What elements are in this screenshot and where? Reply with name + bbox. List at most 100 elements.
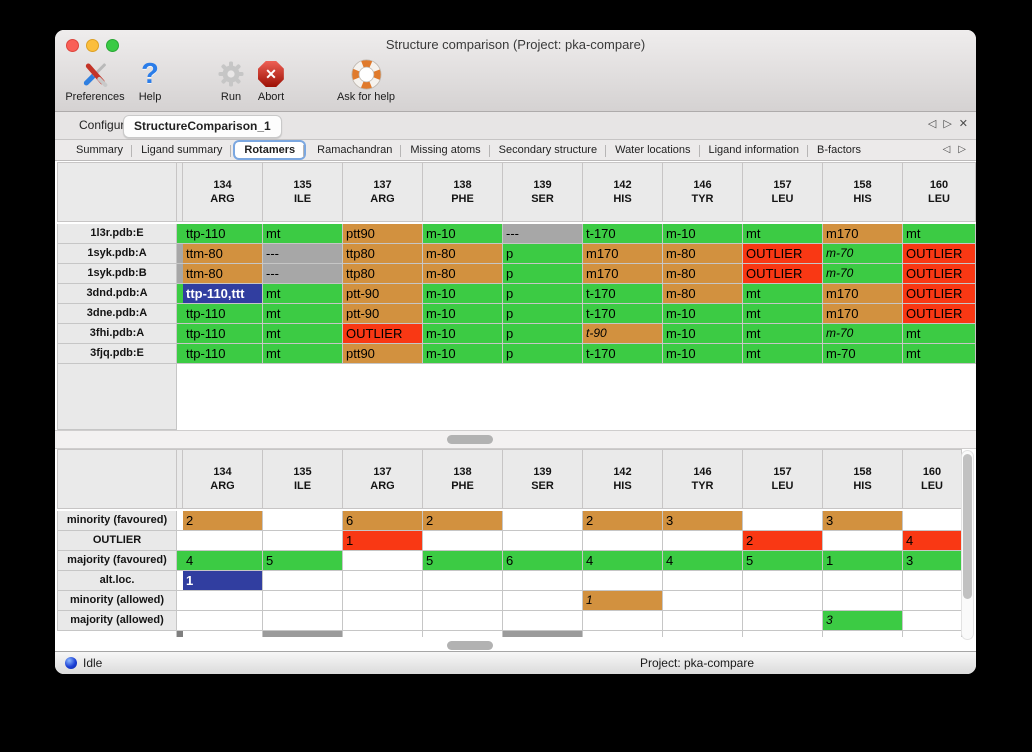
- preferences-button[interactable]: Preferences: [65, 58, 125, 103]
- table-cell[interactable]: p: [503, 244, 583, 264]
- table-cell[interactable]: 2: [183, 511, 263, 531]
- abort-button[interactable]: ✕ Abort: [258, 58, 284, 103]
- table-cell[interactable]: m-10: [423, 284, 503, 304]
- table-cell[interactable]: m-10: [663, 304, 743, 324]
- table-cell[interactable]: ptt-90: [343, 304, 423, 324]
- table-cell[interactable]: ---: [263, 264, 343, 284]
- splitter-handle[interactable]: [447, 435, 493, 444]
- table-cell[interactable]: 2: [583, 511, 663, 531]
- vertical-scrollbar-thumb[interactable]: [963, 454, 972, 599]
- table-cell[interactable]: m-80: [663, 284, 743, 304]
- table-cell[interactable]: [823, 531, 903, 551]
- table-cell[interactable]: t-90: [583, 324, 663, 344]
- table-cell[interactable]: mt: [743, 324, 823, 344]
- table-cell[interactable]: mt: [903, 344, 976, 364]
- table-cell[interactable]: [263, 531, 343, 551]
- table-cell[interactable]: [263, 611, 343, 631]
- table-cell[interactable]: 3: [823, 511, 903, 531]
- table-cell[interactable]: 3: [663, 511, 743, 531]
- table-cell[interactable]: m170: [823, 224, 903, 244]
- table-cell[interactable]: 1: [583, 591, 663, 611]
- table-cell[interactable]: ttp80: [343, 244, 423, 264]
- table-cell[interactable]: ttp-110: [183, 304, 263, 324]
- table-cell[interactable]: t-170: [583, 224, 663, 244]
- table-cell[interactable]: t-170: [583, 284, 663, 304]
- table-cell[interactable]: [663, 591, 743, 611]
- table-cell[interactable]: ttp-110: [183, 324, 263, 344]
- table-cell[interactable]: 1: [343, 531, 423, 551]
- table-cell[interactable]: m-10: [663, 344, 743, 364]
- table-cell[interactable]: [743, 511, 823, 531]
- table-cell[interactable]: 6: [503, 551, 583, 571]
- sub-tab-rotamers[interactable]: Rotamers: [235, 142, 305, 158]
- table-cell[interactable]: mt: [903, 324, 976, 344]
- table-cell[interactable]: p: [503, 344, 583, 364]
- table-cell[interactable]: [823, 591, 903, 611]
- table-cell[interactable]: mt: [263, 344, 343, 364]
- table-cell[interactable]: [503, 611, 583, 631]
- table-cell[interactable]: 5: [423, 551, 503, 571]
- table-cell[interactable]: [503, 531, 583, 551]
- table-cell[interactable]: p: [503, 264, 583, 284]
- zoom-window-button[interactable]: [106, 39, 119, 52]
- table-cell[interactable]: m-10: [663, 224, 743, 244]
- table-cell[interactable]: m-80: [663, 244, 743, 264]
- main-tab-configure[interactable]: Configure: [79, 118, 132, 132]
- table-cell[interactable]: [823, 571, 903, 591]
- run-button[interactable]: Run: [216, 58, 246, 103]
- table-cell[interactable]: ttp-110: [183, 224, 263, 244]
- table-cell[interactable]: 3: [903, 551, 962, 571]
- table-cell[interactable]: mt: [743, 304, 823, 324]
- table-cell[interactable]: [423, 611, 503, 631]
- table-cell[interactable]: [183, 531, 263, 551]
- table-cell[interactable]: mt: [263, 284, 343, 304]
- sub-tab-summary[interactable]: Summary: [67, 142, 133, 158]
- table-cell[interactable]: [423, 571, 503, 591]
- sub-tab-b-factors[interactable]: B-factors: [817, 144, 862, 156]
- table-cell[interactable]: mt: [263, 324, 343, 344]
- table-cell[interactable]: mt: [743, 224, 823, 244]
- table-cell[interactable]: ttp-110,ttt: [183, 284, 263, 304]
- vertical-scrollbar[interactable]: [961, 450, 974, 640]
- table-cell[interactable]: m170: [823, 284, 903, 304]
- table-cell[interactable]: 5: [263, 551, 343, 571]
- sub-tab-ligand-information[interactable]: Ligand information: [700, 142, 809, 158]
- table-cell[interactable]: OUTLIER: [903, 284, 976, 304]
- table-cell[interactable]: 1: [823, 551, 903, 571]
- table-cell[interactable]: m-10: [663, 324, 743, 344]
- table-cell[interactable]: ttp80: [343, 264, 423, 284]
- table-cell[interactable]: [903, 571, 962, 591]
- table-cell[interactable]: [903, 611, 962, 631]
- table-cell[interactable]: [743, 571, 823, 591]
- table-cell[interactable]: m-80: [663, 264, 743, 284]
- table-cell[interactable]: m170: [583, 264, 663, 284]
- table-cell[interactable]: m-70: [823, 344, 903, 364]
- table-cell[interactable]: OUTLIER: [743, 244, 823, 264]
- table-cell[interactable]: [183, 611, 263, 631]
- table-cell[interactable]: [663, 531, 743, 551]
- table-cell[interactable]: ---: [503, 224, 583, 244]
- sub-tab-secondary-structure[interactable]: Secondary structure: [490, 142, 607, 158]
- table-cell[interactable]: [343, 611, 423, 631]
- table-cell[interactable]: 5: [743, 551, 823, 571]
- help-button[interactable]: ? Help: [139, 58, 162, 103]
- table-cell[interactable]: 4: [583, 551, 663, 571]
- table-cell[interactable]: 3: [823, 611, 903, 631]
- table-cell[interactable]: 4: [183, 551, 263, 571]
- table-cell[interactable]: [503, 511, 583, 531]
- table-cell[interactable]: ttm-80: [183, 264, 263, 284]
- table-cell[interactable]: 4: [903, 531, 962, 551]
- table-cell[interactable]: m170: [823, 304, 903, 324]
- table-cell[interactable]: OUTLIER: [343, 324, 423, 344]
- sub-tab-missing-atoms[interactable]: Missing atoms: [401, 142, 490, 158]
- table-cell[interactable]: [503, 591, 583, 611]
- table-cell[interactable]: mt: [903, 224, 976, 244]
- table-cell[interactable]: ttp-110: [183, 344, 263, 364]
- table-cell[interactable]: [583, 571, 663, 591]
- table-cell[interactable]: m-80: [423, 244, 503, 264]
- table-cell[interactable]: mt: [743, 344, 823, 364]
- table-cell[interactable]: p: [503, 324, 583, 344]
- table-cell[interactable]: p: [503, 304, 583, 324]
- close-window-button[interactable]: [66, 39, 79, 52]
- main-tab-structurecomparison_1[interactable]: StructureComparison_1: [123, 115, 282, 138]
